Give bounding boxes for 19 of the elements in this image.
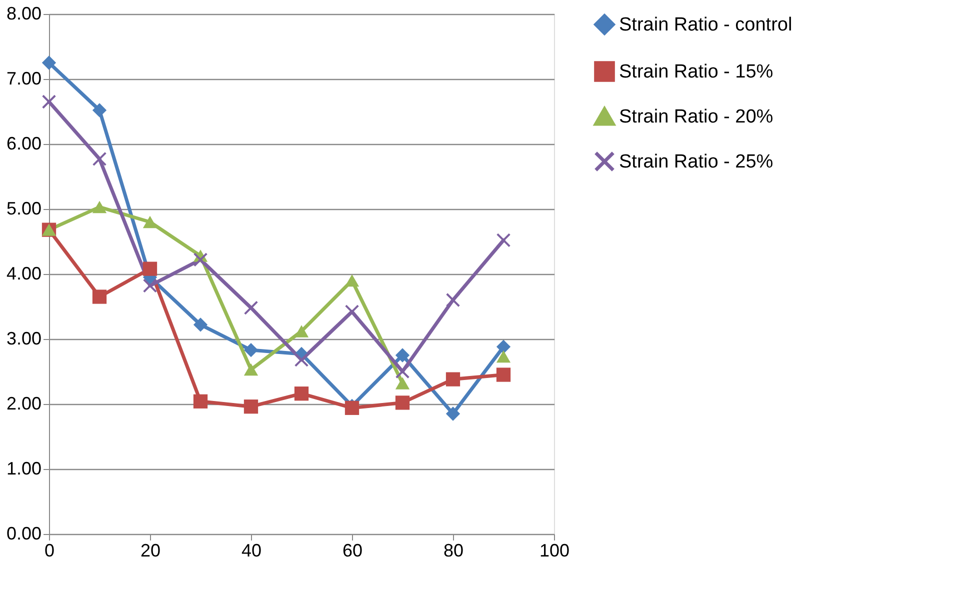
y-tick-label: 8.00 xyxy=(6,4,42,24)
legend-label: Strain Ratio - 25% xyxy=(619,152,774,172)
x-tick-label: 80 xyxy=(443,540,464,560)
legend-label: Strain Ratio - 20% xyxy=(619,106,774,128)
x-tick-label: 20 xyxy=(140,540,161,560)
y-tick-label: 0.00 xyxy=(6,524,42,544)
x-tick-label: 60 xyxy=(342,540,363,560)
y-tick-label: 1.00 xyxy=(6,458,42,478)
x-tick-label: 40 xyxy=(241,540,262,560)
y-tick-label: 3.00 xyxy=(6,328,42,348)
y-tick-label: 2.00 xyxy=(6,394,42,414)
y-tick-label: 6.00 xyxy=(6,134,42,154)
y-tick-label: 5.00 xyxy=(6,198,42,218)
legend-label: Strain Ratio - 15% xyxy=(619,62,774,82)
x-tick-label: 0 xyxy=(44,540,55,560)
legend-label: Strain Ratio - control xyxy=(619,14,792,36)
x-tick-label: 100 xyxy=(539,540,570,560)
y-tick-label: 4.00 xyxy=(6,264,42,284)
y-tick-label: 7.00 xyxy=(6,68,42,88)
